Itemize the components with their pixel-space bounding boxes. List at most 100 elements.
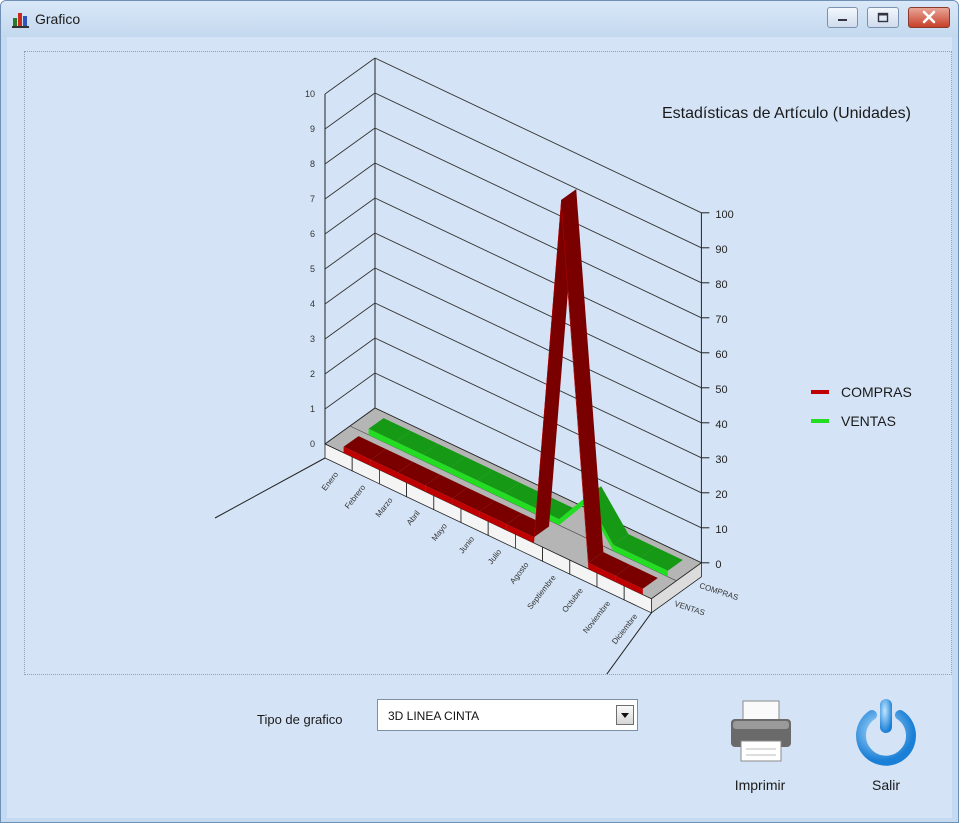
chart-type-label: Tipo de grafico bbox=[257, 712, 343, 727]
maximize-icon bbox=[877, 12, 889, 23]
left-gridline bbox=[324, 267, 376, 305]
category-tick-label: Diciembre bbox=[610, 612, 640, 646]
right-axis-tick-label: 80 bbox=[715, 279, 727, 291]
legend-entry: VENTAS bbox=[841, 413, 896, 429]
ribbon-front-face bbox=[588, 562, 616, 582]
left-axis-tick-label: 7 bbox=[310, 194, 315, 204]
ribbon-front-face bbox=[395, 441, 423, 461]
ribbon-top-face bbox=[477, 469, 520, 494]
ribbon-top-face bbox=[588, 552, 631, 576]
legend-entry: COMPRAS bbox=[841, 384, 912, 400]
power-icon bbox=[856, 699, 916, 766]
left-axis-tick-label: 0 bbox=[310, 439, 315, 449]
depth-axis-label: VENTAS bbox=[673, 599, 706, 617]
ribbon-front-face bbox=[613, 544, 641, 564]
close-button[interactable] bbox=[908, 7, 950, 28]
category-axis-line-left bbox=[214, 457, 326, 519]
ribbon-front-face bbox=[506, 524, 534, 544]
minimize-icon bbox=[838, 19, 847, 21]
category-tick-label: Enero bbox=[320, 470, 341, 493]
chart-type-select[interactable]: 3D LINEA CINTA bbox=[377, 699, 638, 731]
ribbon-top-face bbox=[613, 534, 656, 558]
minimize-button[interactable] bbox=[827, 7, 858, 28]
depth-axis-label: COMPRAS bbox=[698, 581, 739, 602]
right-axis-tick-label: 20 bbox=[715, 489, 727, 501]
category-tick-label: Octubre bbox=[560, 586, 585, 614]
left-gridline bbox=[324, 162, 376, 200]
category-axis-line-right bbox=[606, 612, 652, 674]
floor-side-face bbox=[651, 562, 702, 614]
back-gridline bbox=[374, 57, 702, 214]
window-title: Grafico bbox=[35, 11, 81, 27]
ribbon-top-face bbox=[370, 449, 413, 473]
category-tick-label: Agosto bbox=[508, 560, 531, 586]
ribbon-top-face bbox=[504, 482, 547, 507]
back-gridline bbox=[374, 197, 702, 354]
ribbon-top-face bbox=[398, 461, 441, 486]
ribbon-front-face bbox=[561, 200, 589, 569]
back-gridline bbox=[374, 162, 702, 319]
back-gridline bbox=[374, 337, 702, 494]
category-tick-label: Julio bbox=[486, 547, 504, 566]
left-gridline bbox=[324, 372, 376, 410]
left-axis-tick-label: 9 bbox=[310, 124, 315, 134]
left-axis-tick-label: 5 bbox=[310, 264, 315, 274]
ribbon-front-face bbox=[370, 459, 398, 479]
left-axis-tick-label: 4 bbox=[310, 299, 315, 309]
category-tick-label: Septiembre bbox=[525, 573, 558, 611]
print-button[interactable]: Imprimir bbox=[717, 697, 803, 797]
ribbon-top-face bbox=[534, 189, 577, 538]
ribbon-top-face bbox=[561, 189, 604, 563]
left-gridline bbox=[324, 57, 376, 95]
left-gridline bbox=[324, 197, 376, 235]
close-icon bbox=[922, 10, 936, 24]
ribbon-top-face bbox=[343, 436, 386, 460]
left-gridline bbox=[324, 337, 376, 375]
exit-label: Salir bbox=[871, 777, 900, 793]
left-gridline bbox=[324, 127, 376, 165]
right-axis-tick-label: 10 bbox=[715, 524, 727, 536]
left-gridline bbox=[324, 232, 376, 270]
category-tick-label: Mayo bbox=[430, 521, 449, 542]
chart-3d-ribbon: Estadísticas de Artículo (Unidades) 0 0 10… bbox=[214, 57, 912, 674]
category-tick-label: Junio bbox=[457, 534, 476, 555]
client-area: Estadísticas de Artículo (Unidades) 0 0 10… bbox=[7, 37, 952, 818]
back-gridline bbox=[374, 92, 702, 249]
ribbon-top-face bbox=[423, 443, 466, 468]
ribbon-front-face bbox=[423, 454, 451, 474]
ribbon-top-face bbox=[452, 487, 495, 512]
ribbon-top-face bbox=[615, 565, 658, 589]
left-axis-tick-label: 1 bbox=[310, 404, 315, 414]
chart-title: Estadísticas de Artículo (Unidades) bbox=[662, 105, 911, 122]
title-bar[interactable]: Grafico bbox=[1, 1, 958, 37]
printer-icon bbox=[731, 700, 791, 762]
ribbon-front-face bbox=[343, 446, 371, 466]
chart-app-icon bbox=[12, 13, 29, 28]
ribbon-front-face bbox=[477, 480, 505, 500]
back-gridline bbox=[374, 232, 702, 389]
chart-type-value: 3D LINEA CINTA bbox=[388, 709, 480, 723]
category-tick-label: Abril bbox=[405, 509, 422, 527]
ribbon-front-face bbox=[534, 200, 562, 544]
right-axis-tick-label: 70 bbox=[715, 314, 727, 326]
right-axis-tick-label: 30 bbox=[715, 454, 727, 466]
category-tick-label: Noviembre bbox=[581, 599, 612, 635]
ribbon-front-face bbox=[398, 472, 426, 492]
right-axis-tick-label: 100 bbox=[715, 209, 733, 221]
back-gridline bbox=[374, 372, 702, 529]
ribbon-top-face bbox=[450, 456, 493, 481]
right-axis-tick-label: 50 bbox=[715, 384, 727, 396]
dropdown-arrow-icon[interactable] bbox=[616, 705, 634, 725]
exit-button[interactable]: Salir bbox=[843, 697, 929, 797]
left-axis-tick-label: 2 bbox=[310, 369, 315, 379]
ribbon-front-face bbox=[452, 498, 480, 518]
ribbon-front-face bbox=[615, 575, 643, 595]
left-gridline bbox=[324, 302, 376, 340]
back-gridline bbox=[374, 267, 702, 424]
right-axis-tick-label: 60 bbox=[715, 349, 727, 361]
ribbon-front-face bbox=[640, 557, 668, 577]
ribbon-front-face bbox=[479, 511, 507, 531]
ribbon-front-face bbox=[504, 493, 532, 513]
maximize-button[interactable] bbox=[867, 7, 899, 28]
